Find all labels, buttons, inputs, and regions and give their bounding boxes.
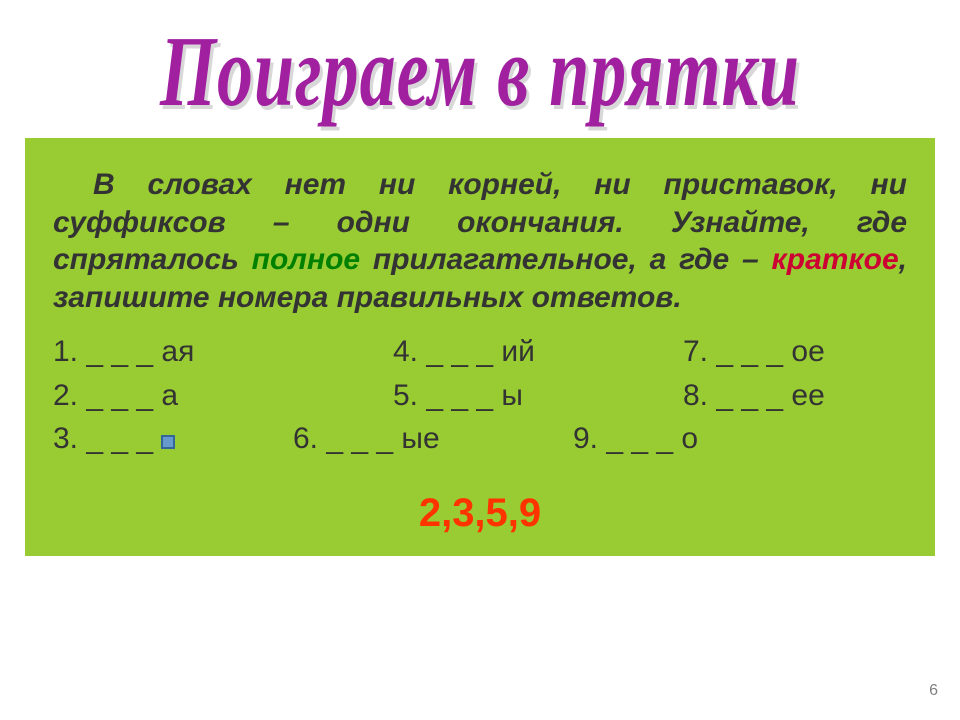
item-7: 7. _ _ _ ое <box>683 330 825 374</box>
page-number: 6 <box>929 682 938 700</box>
instructions-paragraph: В словах нет ни корней, ни приставок, ни… <box>53 166 907 316</box>
item-3-text: 3. _ _ _ <box>53 422 153 455</box>
answers: 2,3,5,9 <box>53 491 907 536</box>
highlight-short: краткое <box>772 243 899 276</box>
item-8: 8. _ _ _ ее <box>683 374 825 418</box>
item-3: 3. _ _ _ <box>53 417 293 461</box>
slide-title: Поиграем в прятки <box>0 0 960 130</box>
items-row: 3. _ _ _ 6. _ _ _ ые 9. _ _ _ о <box>53 417 907 461</box>
items-row: 2. _ _ _ а 5. _ _ _ ы 8. _ _ _ ее <box>53 374 907 418</box>
highlight-full: полное <box>252 243 360 276</box>
item-2: 2. _ _ _ а <box>53 374 393 418</box>
item-4: 4. _ _ _ ий <box>393 330 683 374</box>
items-row: 1. _ _ _ ая 4. _ _ _ ий 7. _ _ _ ое <box>53 330 907 374</box>
item-5: 5. _ _ _ ы <box>393 374 683 418</box>
instr-part2: прилагательное, а где – <box>360 243 771 276</box>
item-9: 9. _ _ _ о <box>573 417 698 461</box>
items-grid: 1. _ _ _ ая 4. _ _ _ ий 7. _ _ _ ое 2. _… <box>53 330 907 461</box>
item-6: 6. _ _ _ ые <box>293 417 573 461</box>
item-1: 1. _ _ _ ая <box>53 330 393 374</box>
square-icon <box>161 435 175 449</box>
content-box: В словах нет ни корней, ни приставок, ни… <box>25 138 935 556</box>
